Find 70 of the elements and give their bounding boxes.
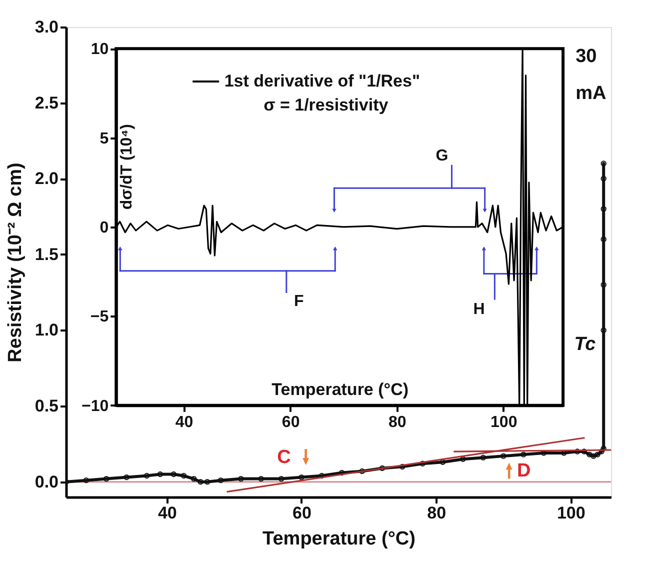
point [600,160,606,166]
point [278,476,284,482]
y-tick-label: 0 [100,219,109,236]
point [298,474,304,480]
y-tick-label: 2.0 [34,169,58,188]
annotation: mA [576,82,606,104]
point [190,476,197,482]
annotation: G [436,148,448,165]
point [480,454,486,460]
x-axis-title: Temperature (°C) [272,380,409,399]
point [83,477,90,484]
point [594,452,600,458]
point [180,472,187,479]
y-tick-label: 1.5 [34,244,58,264]
annotation: Tc [574,334,596,355]
point [600,236,606,242]
y-tick-label: 0.0 [34,472,58,492]
y-tick-label: 10 [90,41,109,58]
annotation: F [294,293,304,310]
x-tick-label: 60 [282,414,300,431]
point [157,471,164,478]
point [258,476,264,482]
y-tick-label: 3.0 [34,18,58,36]
point [600,206,606,212]
x-axis-title: Temperature (°C) [262,528,416,550]
point [500,453,506,459]
y-tick-label: −10 [82,398,109,415]
point [400,464,406,470]
annotation: σ = 1/resistivity [264,96,389,115]
point [198,479,204,485]
point [590,453,596,459]
point [238,476,244,482]
point [144,472,150,479]
x-tick-label: 40 [175,414,194,431]
y-tick-label: 1.0 [34,320,58,340]
x-tick-label: 100 [556,504,586,522]
point [379,465,386,472]
point [218,477,224,484]
x-tick-label: 80 [427,504,446,522]
x-tick-label: 40 [158,504,177,522]
legend-label: 1st derivative of "1/Res" [224,71,420,90]
point [600,282,606,288]
point [600,446,606,452]
x-tick-label: 60 [292,504,312,522]
point [520,452,526,458]
point [586,452,592,458]
point [420,460,426,466]
point [204,479,210,485]
y-tick-label: 0.5 [34,396,58,416]
point [574,448,580,454]
annotation: H [473,301,485,318]
x-tick-label: 100 [490,414,518,431]
annotation: 30 [576,46,597,68]
y-tick-label: 5 [100,130,109,148]
y-tick-label: 2.5 [34,93,58,112]
point [600,327,606,334]
annotation: C [277,447,292,468]
y-axis-title: Resistivity (10⁻² Ω cm) [4,162,26,362]
point [460,456,466,462]
y-axis-title: dσ/dT (10⁴) [118,124,136,210]
point [598,448,604,454]
point [440,459,446,465]
point [359,468,365,474]
point [124,474,130,480]
point [170,471,176,478]
annotation: D [516,460,531,482]
y-tick-label: −5 [90,308,109,326]
x-tick-label: 80 [388,414,406,431]
point [600,176,606,182]
point [104,476,110,482]
